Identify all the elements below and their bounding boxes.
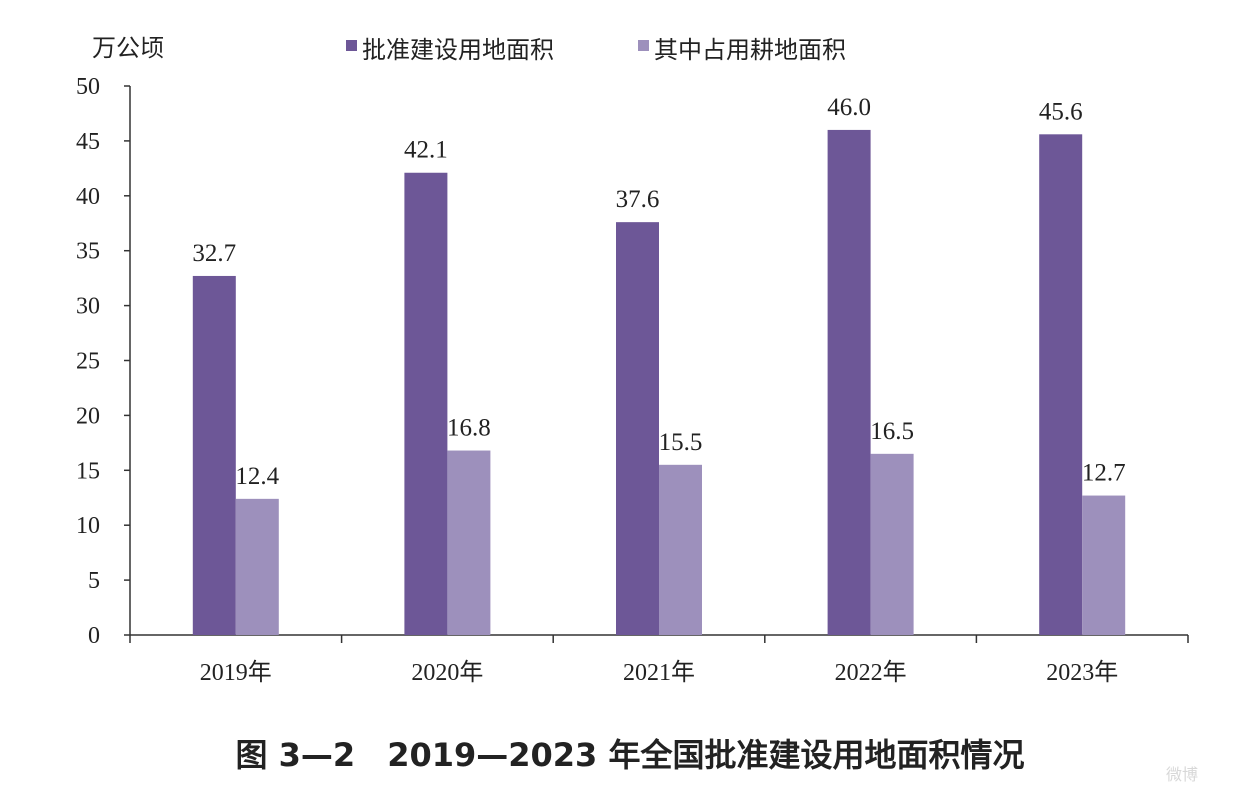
bar-cultivated-land [659,464,702,635]
y-tick-label: 45 [76,129,100,155]
y-tick-label: 35 [76,239,100,265]
bar-value-label-cultivated-land: 16.5 [870,418,914,445]
bar-cultivated-land [1082,495,1126,635]
figure-caption: 图 3—2 2019—2023 年全国批准建设用地面积情况 [236,736,1025,774]
bar-approved-land [1039,134,1083,635]
bar-value-label-approved-land: 42.1 [404,137,448,164]
y-tick-label: 10 [76,513,100,539]
y-tick-label: 0 [88,623,100,649]
legend-swatch-cultivated-land [638,40,649,51]
x-tick-label: 2023年 [1046,659,1118,686]
x-axis: 2019年 2020年 2021年 2022年 2023年 [129,634,1189,686]
y-tick-label: 25 [76,349,100,375]
x-tick-label: 2019年 [200,659,272,686]
watermark-text: 微博 [1166,765,1198,784]
bar-value-label-cultivated-land: 12.4 [235,463,279,490]
bar-value-label-cultivated-land: 15.5 [659,429,703,456]
bar-approved-land [827,129,871,636]
bar-cultivated-land [870,453,914,635]
bar-cultivated-land [447,450,491,635]
legend: 批准建设用地面积 其中占用耕地面积 [346,36,846,64]
y-tick-label: 40 [76,184,100,210]
bar-approved-land [192,275,236,635]
y-tick-label: 15 [76,458,100,484]
bar-value-labels: 32.7 12.4 42.1 16.8 37.6 15.5 46.0 16.5 45.6 12.7 [192,94,1125,490]
legend-label-approved-land: 批准建设用地面积 [362,36,554,64]
x-tick-label: 2022年 [835,659,907,686]
bar-value-label-cultivated-land: 16.8 [447,415,491,442]
bar-value-label-cultivated-land: 12.7 [1082,460,1126,487]
legend-label-cultivated-land: 其中占用耕地面积 [654,36,846,64]
y-axis: 0 5 10 15 20 25 30 35 40 45 50 [76,74,131,649]
x-tick-label: 2021年 [623,659,695,686]
y-axis-unit-label: 万公顷 [92,34,164,62]
legend-swatch-approved-land [346,40,357,51]
bar-value-label-approved-land: 32.7 [192,240,236,267]
watermark: 微博 [1166,765,1198,784]
bar-value-label-approved-land: 46.0 [827,94,871,121]
y-tick-label: 30 [76,294,100,320]
y-tick-label: 20 [76,403,100,429]
bar-value-label-approved-land: 45.6 [1039,98,1083,125]
x-tick-label: 2020年 [411,659,483,686]
bar-approved-land [616,222,659,636]
y-tick-label: 5 [88,568,100,594]
bars [192,129,1126,636]
bar-cultivated-land [235,498,279,635]
bar-value-label-approved-land: 37.6 [616,186,660,213]
bar-approved-land [404,172,448,635]
y-tick-label: 50 [76,74,100,100]
